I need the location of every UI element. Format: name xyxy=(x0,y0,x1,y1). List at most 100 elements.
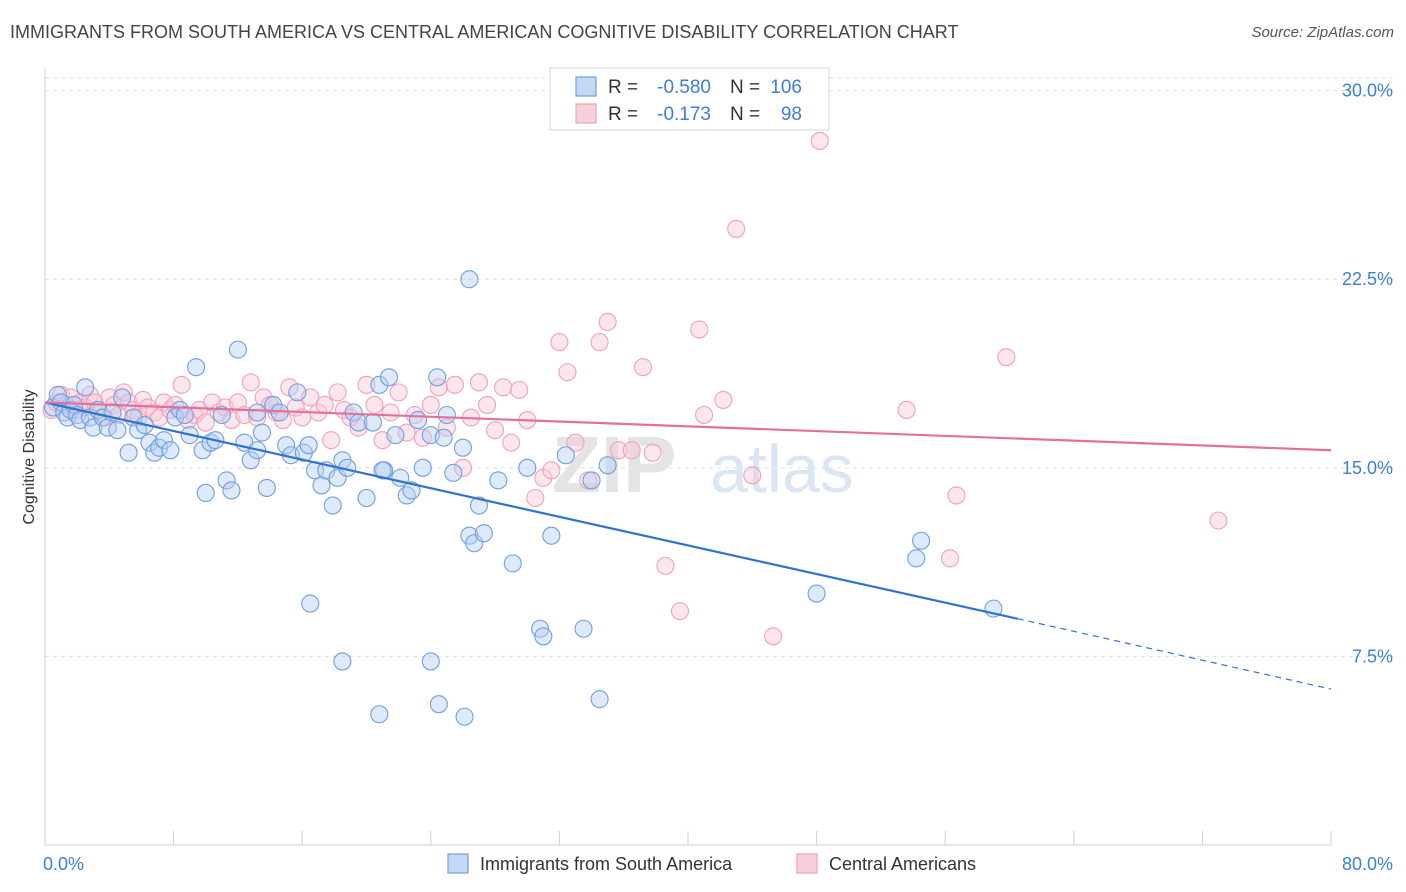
data-point xyxy=(453,458,473,477)
data-point xyxy=(489,471,508,490)
legend-r-value-1: -0.580 xyxy=(657,77,711,98)
data-point xyxy=(363,413,382,432)
data-point xyxy=(212,405,231,425)
data-point xyxy=(154,431,174,450)
y-tick-label: 15.0% xyxy=(1342,458,1393,478)
data-point xyxy=(469,373,489,392)
chart-source: Source: ZipAtlas.com xyxy=(1251,24,1394,41)
data-point xyxy=(386,426,405,445)
data-point xyxy=(690,320,709,339)
data-point xyxy=(365,395,384,415)
data-point xyxy=(437,418,456,437)
chart-title: IMMIGRANTS FROM SOUTH AMERICA VS CENTRAL… xyxy=(10,22,959,42)
legend-n-label-2: N = xyxy=(730,104,760,125)
data-point xyxy=(810,131,829,150)
data-point xyxy=(241,451,260,470)
legend-swatch-blue xyxy=(575,76,597,97)
data-point xyxy=(460,270,479,289)
series-legend-swatch-blue xyxy=(447,853,469,874)
data-point xyxy=(743,466,762,485)
series-legend: Immigrants from South America Central Am… xyxy=(447,853,976,874)
data-point xyxy=(228,340,247,359)
data-point xyxy=(502,433,521,452)
data-point xyxy=(277,436,296,455)
data-point xyxy=(469,496,489,515)
legend-n-value-1: 106 xyxy=(770,77,802,98)
data-point xyxy=(534,627,553,646)
gridlines xyxy=(45,77,1393,657)
data-point xyxy=(252,423,272,442)
data-point xyxy=(566,433,585,452)
data-point xyxy=(323,496,342,515)
data-point xyxy=(486,421,505,440)
data-point xyxy=(293,408,312,427)
data-point xyxy=(907,549,926,568)
x-ticks xyxy=(44,831,1332,845)
data-point xyxy=(465,534,484,553)
series-legend-label-blue: Immigrants from South America xyxy=(480,854,733,874)
data-point xyxy=(288,383,307,402)
data-point xyxy=(997,348,1016,367)
data-point xyxy=(598,456,617,475)
data-point xyxy=(328,383,347,402)
data-point xyxy=(582,471,601,490)
x-tick-label-max: 80.0% xyxy=(1342,854,1393,874)
data-point xyxy=(413,458,432,477)
data-point xyxy=(542,461,561,480)
data-point xyxy=(518,458,537,477)
data-point xyxy=(166,395,185,415)
data-point xyxy=(196,413,215,432)
data-point xyxy=(670,602,690,621)
central-americans-points xyxy=(42,131,1228,646)
data-point xyxy=(113,388,132,407)
data-point xyxy=(397,486,416,505)
data-point xyxy=(437,405,456,425)
data-point xyxy=(108,421,127,440)
data-point xyxy=(254,388,273,407)
series-legend-swatch-pink xyxy=(796,853,818,874)
y-axis-label: Cognitive Disability xyxy=(21,389,38,524)
data-point xyxy=(453,438,473,457)
data-point xyxy=(389,383,408,402)
data-point xyxy=(590,333,609,352)
data-point xyxy=(556,446,575,465)
data-point xyxy=(373,461,392,480)
data-point xyxy=(912,531,931,550)
data-point xyxy=(510,380,529,399)
watermark-atlas: atlas xyxy=(710,431,854,507)
south-america-points xyxy=(43,270,1003,726)
data-point xyxy=(947,486,966,505)
data-point xyxy=(558,363,577,382)
data-point xyxy=(1209,511,1228,530)
data-point xyxy=(478,395,497,415)
series-legend-label-pink: Central Americans xyxy=(829,854,976,874)
data-point xyxy=(119,443,138,462)
data-point xyxy=(622,441,641,460)
data-point xyxy=(695,405,714,425)
trend-lines xyxy=(44,401,1332,690)
correlation-legend: R = -0.580 N = 106 R = -0.173 N = 98 xyxy=(549,67,830,131)
data-point xyxy=(370,705,389,724)
data-point xyxy=(633,358,653,377)
data-point xyxy=(172,375,191,394)
trend-line-south-america xyxy=(44,401,1018,620)
data-point xyxy=(397,423,416,442)
legend-n-value-2: 98 xyxy=(781,104,802,125)
data-point xyxy=(434,428,453,447)
data-point xyxy=(598,312,617,332)
data-point xyxy=(764,627,783,646)
data-point xyxy=(455,707,474,726)
data-point xyxy=(421,652,440,671)
data-point xyxy=(357,375,376,394)
data-point xyxy=(379,368,399,387)
data-point xyxy=(84,418,103,437)
data-point xyxy=(897,400,916,420)
data-point xyxy=(357,488,376,508)
legend-r-label-1: R = xyxy=(608,77,638,98)
data-point xyxy=(140,433,159,452)
legend-r-label-2: R = xyxy=(608,104,638,125)
data-point xyxy=(270,403,289,422)
data-point xyxy=(444,463,463,482)
y-tick-label: 7.5% xyxy=(1352,646,1393,666)
